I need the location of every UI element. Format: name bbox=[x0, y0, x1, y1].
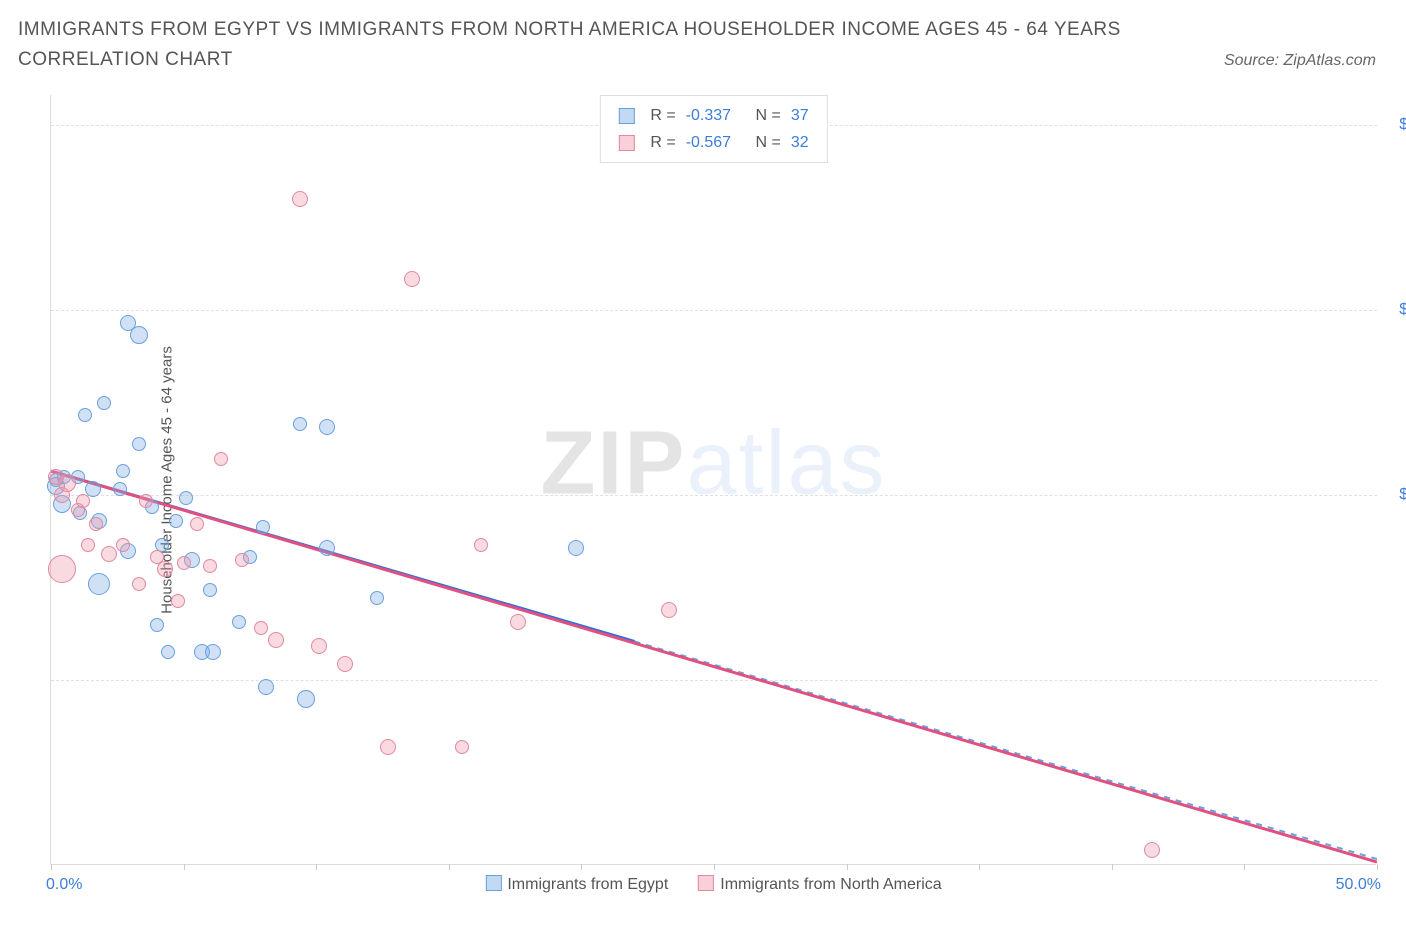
data-point bbox=[455, 740, 469, 754]
data-point bbox=[157, 561, 173, 577]
data-point bbox=[85, 481, 101, 497]
data-point bbox=[319, 419, 335, 435]
data-point bbox=[116, 464, 130, 478]
swatch-egypt bbox=[618, 108, 634, 124]
data-point bbox=[254, 621, 268, 635]
data-point bbox=[171, 594, 185, 608]
data-point bbox=[235, 553, 249, 567]
data-point bbox=[161, 645, 175, 659]
data-point bbox=[48, 555, 76, 583]
n-value-egypt: 37 bbox=[791, 102, 809, 129]
data-point bbox=[177, 556, 191, 570]
data-point bbox=[258, 679, 274, 695]
data-point bbox=[510, 614, 526, 630]
data-point bbox=[292, 191, 308, 207]
x-tick bbox=[979, 864, 980, 870]
x-tick bbox=[184, 864, 185, 870]
data-point bbox=[203, 559, 217, 573]
x-tick bbox=[316, 864, 317, 870]
x-axis-min-label: 0.0% bbox=[46, 876, 82, 894]
r-value-egypt: -0.337 bbox=[686, 102, 731, 129]
data-point bbox=[76, 494, 90, 508]
data-point bbox=[370, 591, 384, 605]
x-tick bbox=[581, 864, 582, 870]
data-point bbox=[1144, 842, 1160, 858]
watermark-zip: ZIP bbox=[540, 414, 686, 514]
data-point bbox=[97, 396, 111, 410]
data-point bbox=[130, 326, 148, 344]
chart-area: ZIPatlas R = -0.337 N = 37 R = -0.567 N … bbox=[50, 95, 1376, 865]
gridline bbox=[51, 495, 1377, 496]
legend-item-egypt: Immigrants from Egypt bbox=[485, 875, 668, 894]
watermark: ZIPatlas bbox=[540, 413, 886, 516]
data-point bbox=[101, 546, 117, 562]
data-point bbox=[150, 618, 164, 632]
data-point bbox=[89, 517, 103, 531]
x-tick bbox=[1377, 864, 1378, 870]
swatch-egypt bbox=[485, 875, 501, 891]
data-point bbox=[169, 514, 183, 528]
legend-label-na: Immigrants from North America bbox=[720, 876, 941, 893]
data-point bbox=[78, 408, 92, 422]
data-point bbox=[139, 494, 153, 508]
data-point bbox=[116, 538, 130, 552]
chart-title: IMMIGRANTS FROM EGYPT VS IMMIGRANTS FROM… bbox=[18, 15, 1126, 76]
watermark-atlas: atlas bbox=[686, 414, 886, 514]
gridline bbox=[51, 310, 1377, 311]
swatch-na bbox=[698, 875, 714, 891]
data-point bbox=[179, 491, 193, 505]
legend-item-na: Immigrants from North America bbox=[698, 875, 941, 894]
data-point bbox=[58, 474, 76, 492]
data-point bbox=[568, 540, 584, 556]
stats-row-na: R = -0.567 N = 32 bbox=[618, 129, 808, 156]
trend-lines bbox=[51, 95, 1377, 865]
y-tick-label: $187,500 bbox=[1386, 301, 1406, 319]
r-label: R = bbox=[650, 102, 675, 129]
stats-legend: R = -0.337 N = 37 R = -0.567 N = 32 bbox=[599, 95, 827, 163]
data-point bbox=[232, 615, 246, 629]
data-point bbox=[293, 417, 307, 431]
legend-label-egypt: Immigrants from Egypt bbox=[507, 876, 668, 893]
data-point bbox=[88, 573, 110, 595]
gridline bbox=[51, 680, 1377, 681]
data-point bbox=[268, 632, 284, 648]
data-point bbox=[205, 644, 221, 660]
data-point bbox=[113, 482, 127, 496]
data-point bbox=[474, 538, 488, 552]
x-tick bbox=[714, 864, 715, 870]
x-tick bbox=[51, 864, 52, 870]
x-tick bbox=[847, 864, 848, 870]
data-point bbox=[132, 437, 146, 451]
data-point bbox=[380, 739, 396, 755]
series-legend: Immigrants from Egypt Immigrants from No… bbox=[485, 875, 941, 894]
r-label: R = bbox=[650, 129, 675, 156]
data-point bbox=[404, 271, 420, 287]
n-label: N = bbox=[756, 129, 781, 156]
n-label: N = bbox=[756, 102, 781, 129]
data-point bbox=[203, 583, 217, 597]
x-tick bbox=[449, 864, 450, 870]
data-point bbox=[337, 656, 353, 672]
data-point bbox=[190, 517, 204, 531]
x-axis-max-label: 50.0% bbox=[1336, 876, 1381, 894]
data-point bbox=[256, 520, 270, 534]
source-attribution: Source: ZipAtlas.com bbox=[1224, 52, 1376, 70]
data-point bbox=[81, 538, 95, 552]
swatch-na bbox=[618, 135, 634, 151]
y-tick-label: $125,000 bbox=[1386, 486, 1406, 504]
stats-row-egypt: R = -0.337 N = 37 bbox=[618, 102, 808, 129]
y-tick-label: $250,000 bbox=[1386, 116, 1406, 134]
x-tick bbox=[1244, 864, 1245, 870]
r-value-na: -0.567 bbox=[686, 129, 731, 156]
x-tick bbox=[1112, 864, 1113, 870]
data-point bbox=[297, 690, 315, 708]
n-value-na: 32 bbox=[791, 129, 809, 156]
data-point bbox=[661, 602, 677, 618]
data-point bbox=[311, 638, 327, 654]
y-tick-label: $62,500 bbox=[1386, 671, 1406, 689]
data-point bbox=[214, 452, 228, 466]
data-point bbox=[319, 540, 335, 556]
plot-region: ZIPatlas R = -0.337 N = 37 R = -0.567 N … bbox=[50, 95, 1376, 865]
data-point bbox=[132, 577, 146, 591]
